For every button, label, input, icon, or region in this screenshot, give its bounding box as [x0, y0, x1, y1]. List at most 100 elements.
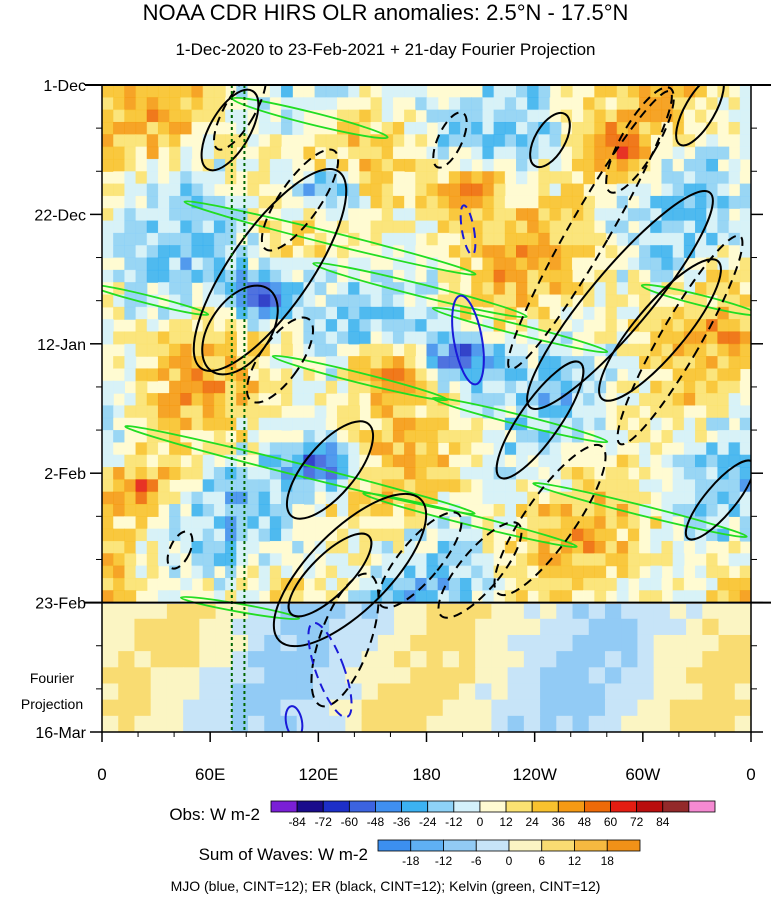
- obs-anomaly-cell: [460, 97, 472, 111]
- er-negative-contour: [245, 316, 315, 404]
- obs-legend-tick: 84: [656, 815, 670, 829]
- obs-anomaly-cell: [728, 134, 741, 148]
- obs-anomaly-cell: [650, 528, 663, 542]
- obs-anomaly-cell: [560, 208, 573, 222]
- obs-anomaly-cell: [538, 245, 551, 259]
- projection-anomaly-cell: [686, 715, 703, 732]
- obs-anomaly-cell: [157, 171, 170, 185]
- obs-anomaly-cell: [269, 282, 282, 296]
- obs-legend-swatch: [427, 800, 455, 813]
- obs-anomaly-cell: [180, 294, 193, 308]
- projection-anomaly-cell: [231, 715, 249, 732]
- obs-anomaly-cell: [739, 121, 751, 135]
- obs-anomaly-cell: [202, 356, 215, 370]
- obs-anomaly-cell: [560, 467, 573, 480]
- obs-anomaly-cell: [538, 232, 551, 246]
- kelvin-contour: [640, 283, 751, 317]
- obs-anomaly-cell: [426, 565, 439, 579]
- obs-anomaly-cell: [370, 146, 383, 160]
- obs-anomaly-cell: [706, 467, 719, 480]
- projection-anomaly-cell: [458, 604, 476, 620]
- obs-anomaly-cell: [169, 454, 181, 468]
- obs-anomaly-cell: [717, 331, 730, 345]
- obs-anomaly-cell: [124, 257, 137, 271]
- obs-anomaly-cell: [516, 343, 528, 357]
- obs-anomaly-cell: [460, 430, 472, 443]
- obs-anomaly-cell: [247, 97, 260, 111]
- obs-anomaly-cell: [202, 417, 215, 431]
- obs-anomaly-cell: [482, 590, 495, 604]
- obs-anomaly-cell: [650, 393, 663, 407]
- obs-anomaly-cell: [571, 343, 584, 357]
- obs-anomaly-cell: [135, 97, 148, 111]
- obs-anomaly-cell: [639, 540, 651, 554]
- projection-anomaly-cell: [621, 604, 639, 620]
- obs-anomaly-cell: [717, 491, 730, 505]
- obs-anomaly-cell: [493, 220, 506, 234]
- obs-anomaly-cell: [549, 306, 562, 320]
- obs-anomaly-cell: [392, 121, 405, 135]
- obs-anomaly-cell: [426, 282, 439, 296]
- obs-anomaly-cell: [482, 269, 495, 283]
- obs-anomaly-cell: [180, 97, 193, 111]
- obs-anomaly-cell: [594, 590, 607, 604]
- obs-anomaly-cell: [594, 146, 607, 160]
- er-positive-contour: [684, 459, 751, 541]
- obs-anomaly-cell: [336, 121, 349, 135]
- projection-anomaly-cell: [491, 618, 509, 636]
- obs-anomaly-cell: [236, 294, 249, 308]
- obs-anomaly-cell: [169, 540, 181, 554]
- projection-anomaly-cell: [410, 667, 428, 685]
- obs-anomaly-cell: [191, 85, 204, 98]
- obs-anomaly-cell: [616, 146, 629, 160]
- obs-anomaly-cell: [560, 294, 573, 308]
- obs-anomaly-cell: [336, 430, 349, 443]
- obs-anomaly-cell: [269, 146, 282, 160]
- obs-anomaly-cell: [404, 121, 416, 135]
- obs-anomaly-cell: [672, 405, 685, 419]
- obs-anomaly-cell: [269, 380, 282, 394]
- obs-anomaly-cell: [359, 343, 372, 357]
- projection-anomaly-cell: [280, 634, 298, 652]
- obs-anomaly-cell: [549, 528, 562, 542]
- obs-anomaly-cell: [370, 109, 383, 123]
- obs-anomaly-cell: [471, 405, 484, 419]
- obs-anomaly-cell: [404, 158, 416, 172]
- obs-anomaly-cell: [381, 97, 394, 111]
- obs-anomaly-cell: [213, 158, 226, 172]
- projection-anomaly-cell: [345, 667, 363, 685]
- obs-anomaly-cell: [359, 553, 372, 567]
- obs-anomaly-cell: [124, 430, 137, 443]
- projection-anomaly-cell: [702, 715, 720, 732]
- obs-anomaly-cell: [157, 356, 170, 370]
- obs-anomaly-cell: [728, 393, 741, 407]
- obs-anomaly-cell: [113, 454, 125, 468]
- obs-anomaly-cell: [538, 540, 551, 554]
- obs-anomaly-cell: [437, 516, 450, 530]
- obs-anomaly-cell: [683, 208, 696, 222]
- projection-anomaly-cell: [102, 651, 119, 668]
- obs-anomaly-cell: [191, 343, 204, 357]
- obs-anomaly-cell: [448, 171, 461, 185]
- obs-anomaly-cell: [471, 380, 484, 394]
- obs-anomaly-cell: [728, 269, 741, 283]
- obs-anomaly-cell: [247, 245, 260, 259]
- obs-anomaly-cell: [493, 368, 506, 382]
- obs-anomaly-cell: [392, 553, 405, 567]
- obs-anomaly-cell: [460, 479, 472, 493]
- obs-anomaly-cell: [627, 528, 640, 542]
- projection-label: Fourier: [30, 670, 75, 686]
- obs-anomaly-cell: [728, 467, 741, 480]
- obs-anomaly-cell: [650, 195, 663, 209]
- obs-anomaly-cell: [627, 479, 640, 493]
- projection-anomaly-cell: [150, 634, 168, 652]
- obs-anomaly-cell: [370, 590, 383, 604]
- obs-anomaly-cell: [404, 504, 416, 517]
- obs-anomaly-cell: [113, 245, 125, 259]
- obs-legend-tick: 60: [604, 815, 618, 829]
- obs-anomaly-cell: [258, 479, 271, 493]
- obs-anomaly-cell: [247, 171, 260, 185]
- obs-anomaly-cell: [672, 343, 685, 357]
- obs-anomaly-cell: [113, 232, 125, 246]
- obs-anomaly-cell: [460, 577, 472, 591]
